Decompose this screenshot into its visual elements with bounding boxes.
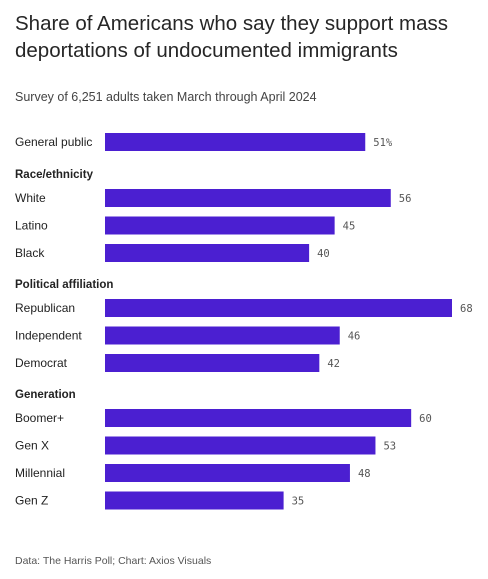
bar xyxy=(105,299,452,317)
value-label: 42 xyxy=(327,358,340,370)
bar xyxy=(105,133,366,151)
source-note: Data: The Harris Poll; Chart: Axios Visu… xyxy=(15,555,212,567)
value-label: 68 xyxy=(460,303,473,315)
group-heading: Race/ethnicity xyxy=(15,169,94,181)
bar-label: Republican xyxy=(15,301,75,315)
value-label: 53 xyxy=(383,441,396,453)
value-label: 40 xyxy=(317,248,330,260)
bar xyxy=(105,244,310,262)
value-label: 60 xyxy=(419,413,432,425)
value-label: 45 xyxy=(343,221,356,233)
bar-label: Gen Z xyxy=(15,494,48,508)
bar-label: White xyxy=(15,191,46,205)
value-label: 35 xyxy=(292,496,305,508)
chart-subtitle: Survey of 6,251 adults taken March throu… xyxy=(15,90,317,104)
bar xyxy=(105,326,340,345)
bar xyxy=(105,491,284,510)
value-label: 46 xyxy=(348,331,361,343)
bar-label: General public xyxy=(15,135,92,149)
group-heading: Generation xyxy=(15,389,76,401)
bar-label: Black xyxy=(15,246,45,260)
bar xyxy=(105,189,391,207)
value-label: 56 xyxy=(399,193,412,205)
bar xyxy=(105,464,350,482)
group-heading: Political affiliation xyxy=(15,279,113,291)
chart-title: Share of Americans who say they support … xyxy=(15,12,448,62)
bar-label: Boomer+ xyxy=(15,411,64,425)
bar xyxy=(105,216,335,235)
value-label: 48 xyxy=(358,468,371,480)
bar-label: Democrat xyxy=(15,356,68,370)
bar xyxy=(105,409,412,427)
bar-label: Gen X xyxy=(15,439,49,453)
bar xyxy=(105,436,376,455)
value-label: 51% xyxy=(373,137,393,149)
bar xyxy=(105,354,320,372)
bar-label: Independent xyxy=(15,329,82,343)
bar-label: Latino xyxy=(15,219,48,233)
bar-label: Millennial xyxy=(15,466,65,480)
